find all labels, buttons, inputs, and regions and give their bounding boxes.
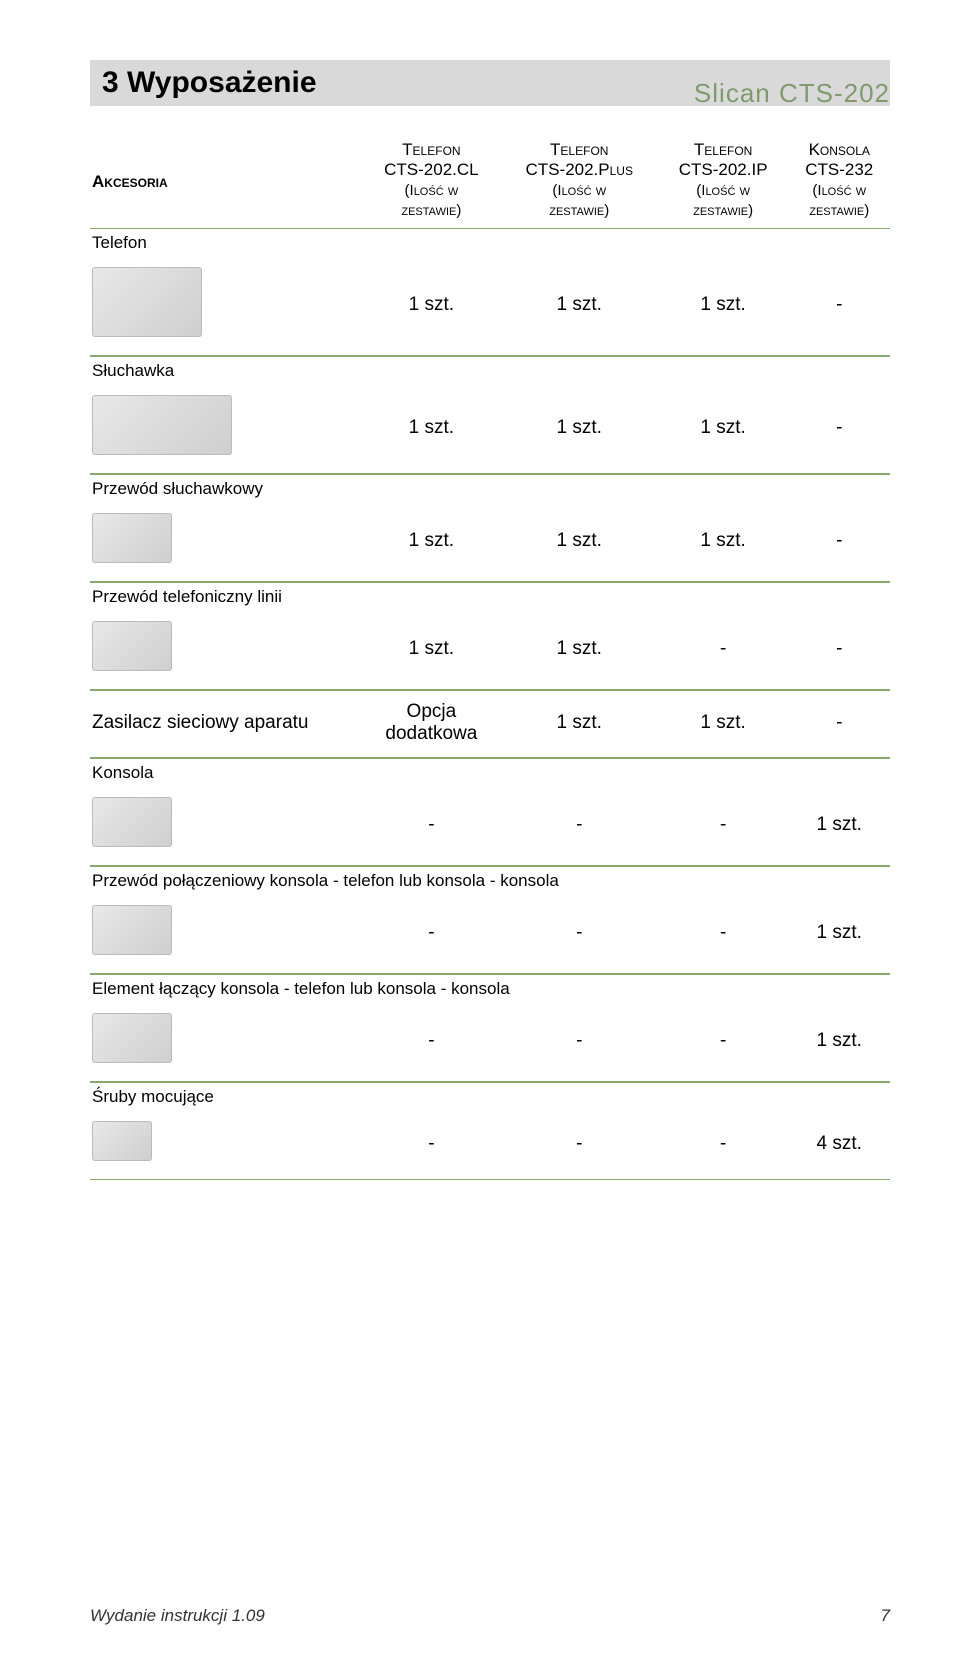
cell-value: 1 szt.	[658, 503, 789, 581]
cell-value: -	[362, 1111, 501, 1179]
cell-value: -	[658, 787, 789, 865]
product-image	[90, 503, 362, 581]
product-image	[90, 257, 362, 355]
row-label: Konsola	[90, 759, 890, 787]
cell-value: 1 szt.	[658, 691, 789, 757]
product-image	[90, 1003, 362, 1081]
product-image	[90, 895, 362, 973]
footer-page-number: 7	[881, 1606, 890, 1626]
product-image	[90, 385, 362, 473]
cell-value: -	[501, 787, 658, 865]
column-header-3: KonsolaCTS-232(Ilość wzestawie)	[789, 136, 891, 228]
cell-value: 1 szt.	[501, 691, 658, 757]
row-label: Przewód słuchawkowy	[90, 475, 890, 503]
cell-value: -	[362, 787, 501, 865]
cell-value: 4 szt.	[789, 1111, 891, 1179]
cell-value: -	[789, 257, 891, 355]
cell-value: -	[658, 1111, 789, 1179]
cell-value: 1 szt.	[501, 257, 658, 355]
cell-value: 1 szt.	[362, 385, 501, 473]
product-image	[90, 1111, 362, 1179]
column-header-2: TelefonCTS-202.IP(Ilość wzestawie)	[658, 136, 789, 228]
cell-value: Opcja dodatkowa	[362, 691, 501, 757]
cell-value: 1 szt.	[658, 385, 789, 473]
cell-value: -	[789, 385, 891, 473]
divider	[90, 1179, 890, 1180]
cell-value: -	[501, 895, 658, 973]
cell-value: 1 szt.	[362, 503, 501, 581]
column-header-0: TelefonCTS-202.CL(Ilość wzestawie)	[362, 136, 501, 228]
cell-value: 1 szt.	[789, 1003, 891, 1081]
cell-value: 1 szt.	[789, 895, 891, 973]
cell-value: -	[362, 1003, 501, 1081]
cell-value: -	[658, 895, 789, 973]
column-header-1: TelefonCTS-202.Plus(Ilość wzestawie)	[501, 136, 658, 228]
cell-value: 1 szt.	[362, 257, 501, 355]
cell-value: -	[501, 1003, 658, 1081]
row-label: Śruby mocujące	[90, 1083, 890, 1111]
cell-value: 1 szt.	[501, 385, 658, 473]
product-image	[90, 611, 362, 689]
brand-header: Slican CTS-202	[694, 78, 890, 109]
cell-value: 1 szt.	[501, 611, 658, 689]
cell-value: 1 szt.	[789, 787, 891, 865]
cell-value: -	[658, 1003, 789, 1081]
accessories-table: AkcesoriaTelefonCTS-202.CL(Ilość wzestaw…	[90, 136, 890, 1180]
cell-value: 1 szt.	[501, 503, 658, 581]
row-label: Zasilacz sieciowy aparatu	[90, 691, 362, 757]
cell-value: -	[501, 1111, 658, 1179]
cell-value: -	[789, 691, 891, 757]
cell-value: -	[789, 503, 891, 581]
row-label: Telefon	[90, 229, 362, 257]
row-label: Słuchawka	[90, 357, 890, 385]
cell-value: 1 szt.	[658, 257, 789, 355]
row-label: Przewód telefoniczny linii	[90, 583, 890, 611]
cell-value: -	[658, 611, 789, 689]
column-header-akcesoria: Akcesoria	[90, 136, 362, 228]
cell-value: -	[362, 895, 501, 973]
product-image	[90, 787, 362, 865]
cell-value: 1 szt.	[362, 611, 501, 689]
row-label: Element łączący konsola - telefon lub ko…	[90, 975, 890, 1003]
page-footer: Wydanie instrukcji 1.09 7	[90, 1606, 890, 1626]
cell-value: -	[789, 611, 891, 689]
footer-edition: Wydanie instrukcji 1.09	[90, 1606, 265, 1626]
row-label: Przewód połączeniowy konsola - telefon l…	[90, 867, 890, 895]
